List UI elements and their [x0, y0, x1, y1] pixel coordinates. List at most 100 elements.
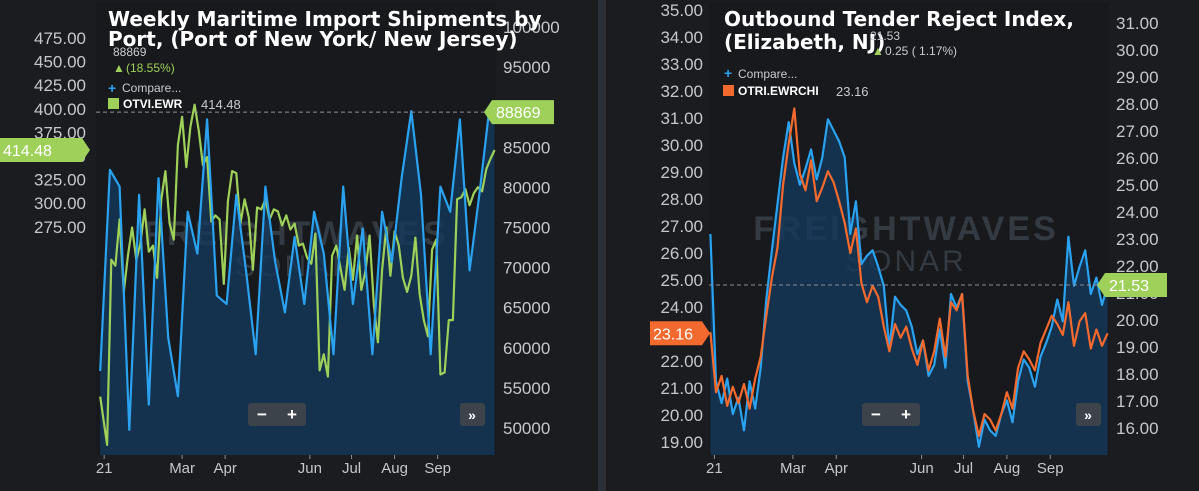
y-left-tick-label: 21.00	[660, 379, 703, 398]
y-right-tick-label: 55000	[503, 379, 550, 398]
y-right-tick-label: 95000	[503, 58, 550, 77]
x-tick-label: 21	[706, 460, 723, 477]
left-value-tag-text: 23.16	[653, 326, 693, 343]
y-right-tick-label: 17.00	[1116, 392, 1159, 411]
legend-value: 414.48	[201, 97, 241, 112]
series-area-0	[710, 119, 1108, 456]
double-chevron-right-icon: »	[468, 407, 476, 423]
y-left-tick-label: 33.00	[660, 55, 703, 74]
zoom-controls: − + »	[862, 403, 1101, 426]
plus-icon[interactable]: +	[724, 65, 732, 81]
y-right-tick-label: 24.00	[1116, 203, 1159, 222]
zoom-in-button[interactable]: +	[901, 405, 911, 424]
y-right-tick-label: 25.00	[1116, 176, 1159, 195]
chart-marks	[96, 103, 496, 455]
double-chevron-right-icon: »	[1084, 407, 1092, 423]
value-tags: 414.48 88869	[0, 100, 554, 163]
zoom-controls: − + »	[248, 403, 485, 426]
legend-swatch	[723, 85, 734, 96]
y-right-tick-label: 19.00	[1116, 338, 1159, 357]
x-axis: 21 Mar Apr Jun Jul Aug Sep	[96, 455, 451, 477]
y-left-tick-label: 450.00	[34, 53, 86, 72]
y-axis-right: 31.00 30.00 29.00 28.00 27.00 26.00 25.00 24.00…	[1116, 14, 1159, 438]
chart-left-svg: FREIGHTWAVES SONAR 475.00450.00425.00400…	[0, 2, 560, 477]
y-left-tick-label: 35.00	[660, 1, 703, 20]
y-left-tick-label: 25.00	[660, 271, 703, 290]
chart-title-line1: Outbound Tender Reject Index,	[724, 7, 1074, 31]
zoom-control-box	[862, 403, 920, 426]
y-right-tick-label: 70000	[503, 259, 550, 278]
compare-link[interactable]: Compare...	[738, 67, 797, 81]
value-tags: 23.16 21.53	[650, 272, 1167, 346]
y-right-tick-label: 60000	[503, 339, 550, 358]
x-tick-label: Apr	[213, 460, 236, 477]
y-left-tick-label: 26.00	[660, 244, 703, 263]
header-value: 21.53	[870, 29, 900, 43]
x-tick-label: Apr	[825, 460, 848, 477]
y-left-tick-label: 32.00	[660, 82, 703, 101]
plus-icon[interactable]: +	[108, 80, 116, 96]
y-left-tick-label: 27.00	[660, 217, 703, 236]
y-right-tick-label: 16.00	[1116, 419, 1159, 438]
y-right-tick-label: 27.00	[1116, 122, 1159, 141]
y-right-tick-label: 80000	[503, 178, 550, 197]
x-tick-label: Jun	[909, 460, 933, 477]
y-axis-left: 35.00 34.00 33.00 32.00 31.00 30.00 29.00 28.00…	[660, 1, 703, 452]
right-value-tag-text: 88869	[496, 105, 541, 122]
x-tick-label: Mar	[169, 460, 195, 477]
chart-right-svg: FREIGHTWAVES SONAR 35.0034.0033.0032.003…	[650, 1, 1167, 477]
scroll-right-button[interactable]	[1076, 403, 1101, 426]
legend-label: OTRI.EWRCHI	[738, 84, 819, 98]
y-left-tick-label: 475.00	[34, 29, 86, 48]
y-left-tick-label: 34.00	[660, 28, 703, 47]
chart-title-line1: Weekly Maritime Import Shipments by	[108, 7, 542, 31]
y-right-tick-label: 18.00	[1116, 365, 1159, 384]
y-left-tick-label: 28.00	[660, 190, 703, 209]
y-right-tick-label: 22.00	[1116, 257, 1159, 276]
x-axis: 21 Mar Apr Jun Jul Aug Sep	[706, 455, 1064, 477]
chart-panel-right: FREIGHTWAVES SONAR 35.00 34.00 33.00 32.00 3…	[606, 0, 1199, 491]
compare-link[interactable]: Compare...	[122, 81, 181, 95]
y-left-tick-label: 30.00	[660, 136, 703, 155]
right-value-tag	[484, 100, 554, 125]
y-right-tick-label: 65000	[503, 299, 550, 318]
y-right-tick-label: 75000	[503, 219, 550, 238]
y-right-tick-label: 23.00	[1116, 230, 1159, 249]
series-line-1	[99, 110, 495, 431]
x-tick-label: Mar	[780, 460, 806, 477]
y-left-tick-label: 375.00	[34, 123, 86, 142]
chart-header: Outbound Tender Reject Index, (Elizabeth…	[723, 7, 1074, 99]
y-left-tick-label: 24.00	[660, 298, 703, 317]
y-left-tick-label: 300.00	[34, 194, 86, 213]
y-axis-left: 475.00450.00425.00400.00375.00350.00325.…	[34, 29, 86, 237]
header-value: 88869	[113, 45, 147, 59]
chart-title-line2: (Elizabeth, NJ)	[724, 30, 885, 54]
y-left-tick-label: 31.00	[660, 109, 703, 128]
up-arrow-icon: ▲	[113, 61, 125, 75]
left-value-tag-text: 414.48	[3, 143, 52, 160]
x-tick-label: Jun	[298, 460, 322, 477]
zoom-in-button[interactable]: +	[287, 405, 297, 424]
y-right-tick-label: 100000	[503, 18, 560, 37]
x-tick-label: Jul	[342, 460, 361, 477]
y-right-tick-label: 85000	[503, 138, 550, 157]
y-left-tick-label: 29.00	[660, 163, 703, 182]
zoom-out-button[interactable]: −	[257, 405, 267, 424]
up-arrow-icon: ▲	[872, 44, 884, 58]
series-area-1	[100, 111, 495, 455]
y-left-tick-label: 425.00	[34, 76, 86, 95]
chart-title-line2: Port, (Port of New York/ New Jersey)	[108, 27, 518, 51]
y-right-tick-label: 29.00	[1116, 68, 1159, 87]
chart-panel-left: FREIGHTWAVES SONAR 475.00450.00425.00400…	[0, 0, 598, 491]
chart-header: Weekly Maritime Import Shipments by Port…	[108, 7, 542, 112]
header-change: 0.25 ( 1.17%)	[885, 44, 957, 58]
right-value-tag-text: 21.53	[1109, 278, 1149, 295]
x-tick-label: Aug	[994, 460, 1021, 477]
legend-value: 23.16	[836, 84, 869, 99]
scroll-right-button[interactable]	[460, 403, 485, 426]
series-line-0	[709, 118, 1109, 448]
y-right-tick-label: 26.00	[1116, 149, 1159, 168]
zoom-out-button[interactable]: −	[871, 405, 881, 424]
y-right-tick-label: 20.00	[1116, 311, 1159, 330]
y-right-tick-label: 50000	[503, 419, 550, 438]
